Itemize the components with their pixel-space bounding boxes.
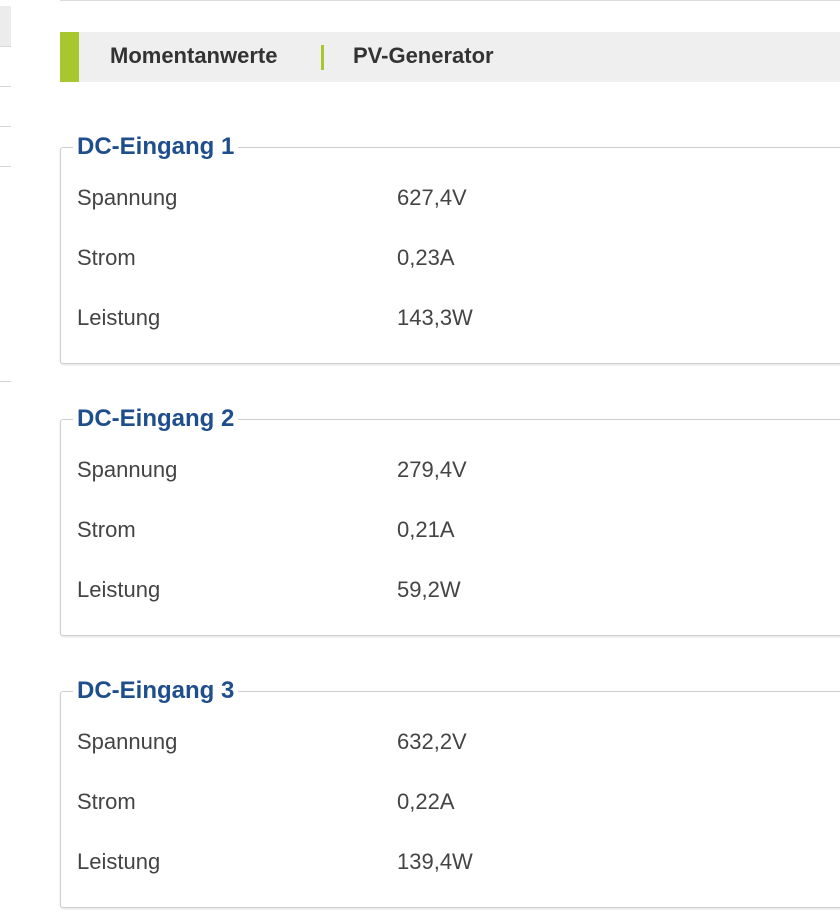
measurement-value: 139,4W: [397, 849, 473, 874]
sidebar-active-item[interactable]: [0, 6, 11, 47]
dc-input-group-1: DC-Eingang 1 Spannung 627,4V Strom 0,23A…: [60, 132, 840, 364]
group-legend: DC-Eingang 1: [73, 132, 239, 162]
measurement-value: 627,4V: [397, 185, 467, 210]
measurement-value: 143,3W: [397, 305, 473, 330]
header-separator: [321, 45, 324, 70]
measurement-label: Spannung: [77, 185, 178, 210]
header-accent-bar: [60, 32, 79, 82]
group-legend: DC-Eingang 3: [73, 676, 239, 706]
sidebar-divider: [0, 381, 11, 382]
measurement-label: Leistung: [77, 305, 161, 330]
sidebar-divider: [0, 166, 11, 167]
dc-input-group-2: DC-Eingang 2 Spannung 279,4V Strom 0,21A…: [60, 404, 840, 636]
dc-input-group-3: DC-Eingang 3 Spannung 632,2V Strom 0,22A…: [60, 676, 840, 908]
measurement-label: Spannung: [77, 729, 178, 754]
measurement-value: 0,23A: [397, 245, 455, 270]
page-subtitle: PV-Generator: [353, 43, 494, 68]
section-header: Momentanwerte PV-Generator: [60, 32, 840, 82]
measurement-value: 0,22A: [397, 789, 455, 814]
measurement-value: 632,2V: [397, 729, 467, 754]
measurement-label: Spannung: [77, 457, 178, 482]
measurement-label: Leistung: [77, 577, 161, 602]
group-legend: DC-Eingang 2: [73, 404, 239, 434]
measurement-label: Strom: [77, 245, 136, 270]
measurement-label: Leistung: [77, 849, 161, 874]
page-title: Momentanwerte: [110, 43, 278, 68]
measurement-value: 0,21A: [397, 517, 455, 542]
sidebar-divider: [0, 86, 11, 87]
measurement-label: Strom: [77, 517, 136, 542]
sidebar-divider: [0, 126, 11, 127]
measurement-label: Strom: [77, 789, 136, 814]
measurement-value: 279,4V: [397, 457, 467, 482]
top-divider: [60, 0, 840, 1]
measurement-value: 59,2W: [397, 577, 461, 602]
